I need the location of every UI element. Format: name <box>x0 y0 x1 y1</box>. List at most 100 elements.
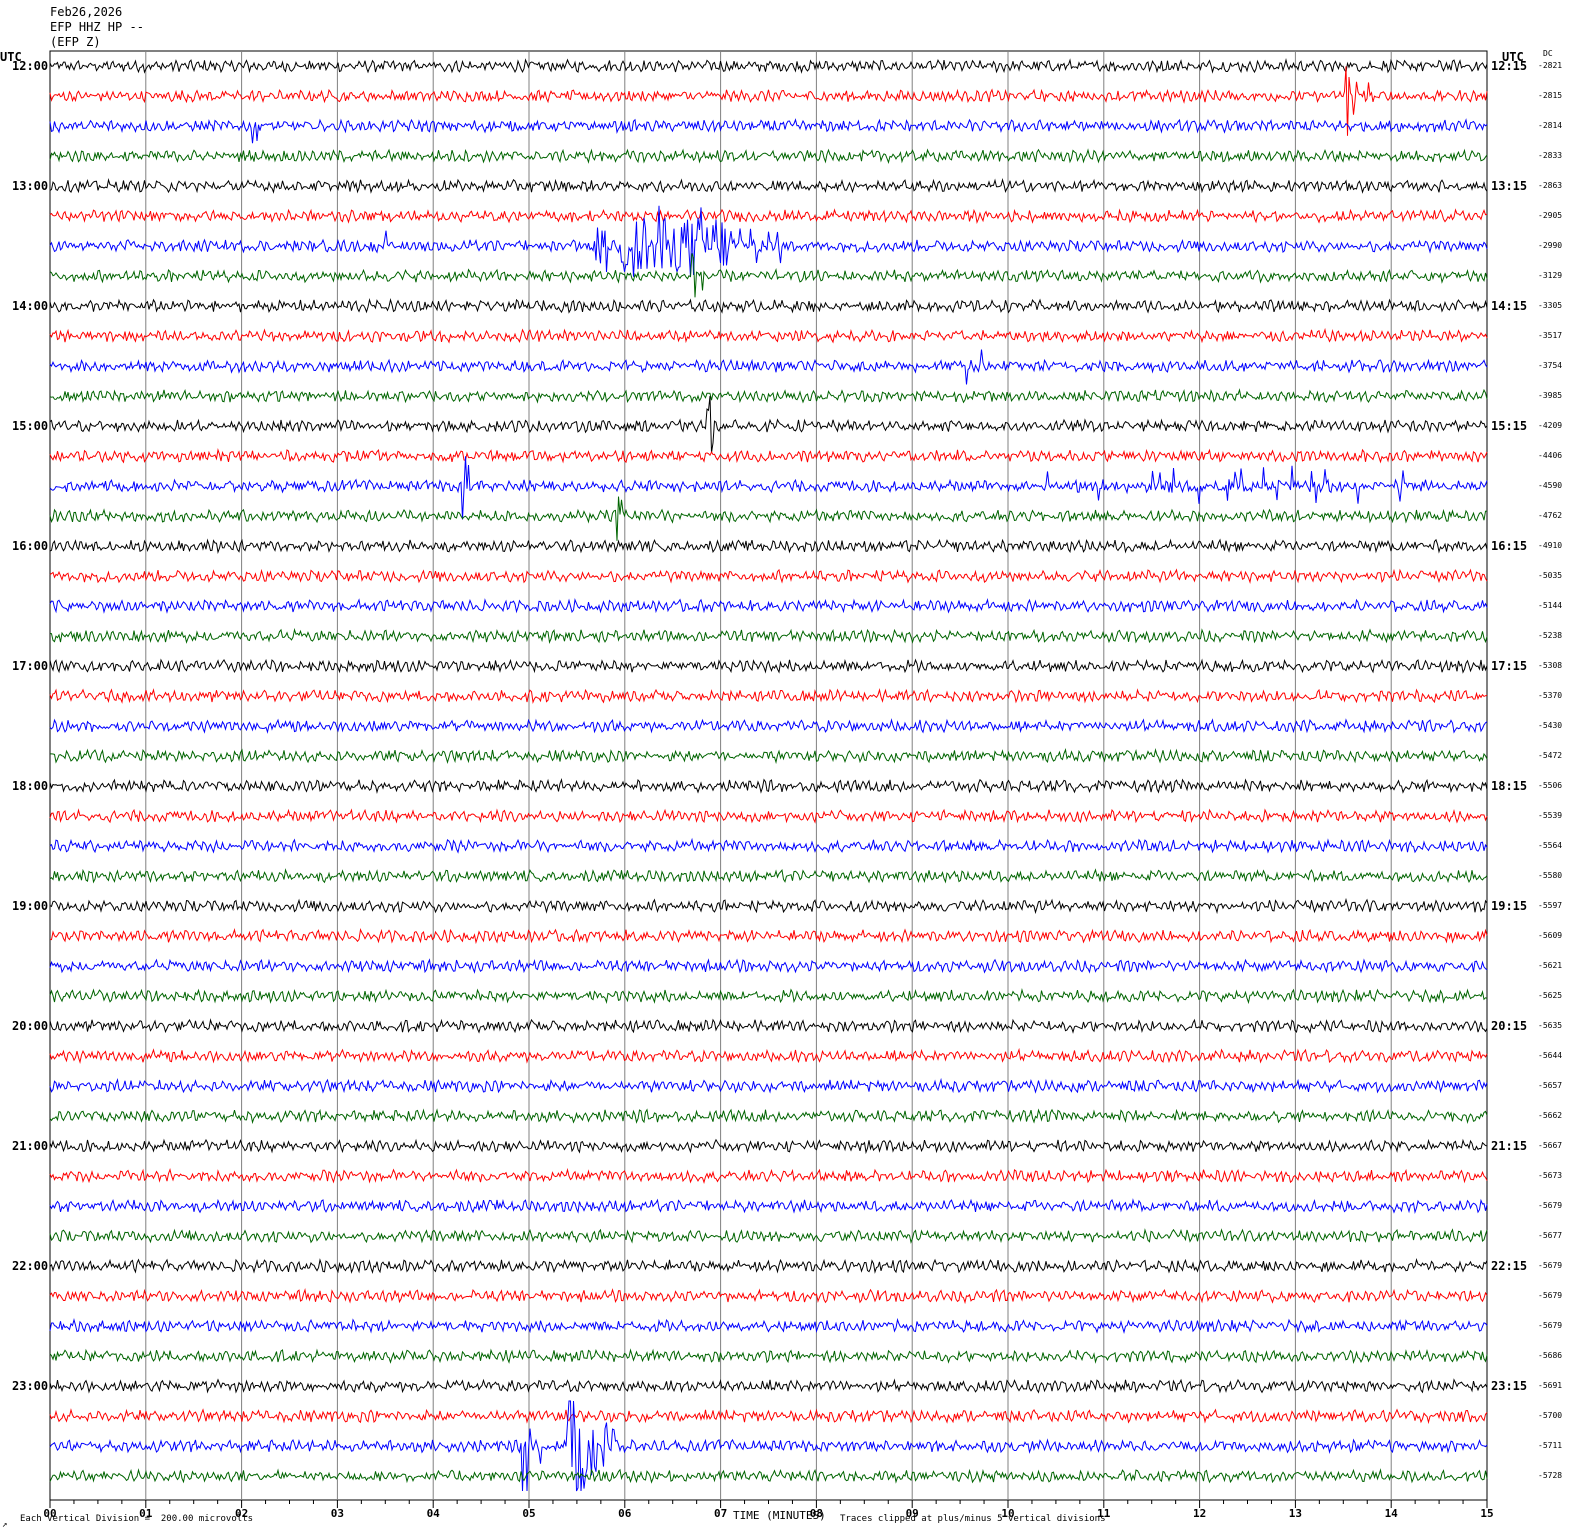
dc-offset-label: -2821 <box>1538 61 1563 70</box>
right-hour-label: 16:15 <box>1491 539 1528 553</box>
x-tick-label: 05 <box>522 1507 535 1520</box>
dc-offset-label: -5679 <box>1538 1291 1563 1300</box>
x-tick-label: 13 <box>1289 1507 1302 1520</box>
trace-line <box>49 1408 1488 1425</box>
dc-offset-label: -5539 <box>1538 811 1563 820</box>
header-station: EFP HHZ HP -- <box>50 20 144 34</box>
dc-offset-label: -2990 <box>1538 241 1563 250</box>
left-hour-label: 20:00 <box>12 1019 49 1033</box>
trace-line <box>49 688 1488 704</box>
trace-line <box>49 297 1488 314</box>
trace-line <box>49 1167 1488 1185</box>
dc-offset-label: -5621 <box>1538 961 1563 970</box>
dc-offset-label: -5308 <box>1538 661 1563 670</box>
dc-offset-label: -4590 <box>1538 481 1563 490</box>
trace-line <box>49 837 1488 854</box>
trace-line <box>49 988 1488 1005</box>
left-axis-title: UTC <box>0 50 22 64</box>
trace-line <box>49 1348 1488 1365</box>
dc-offset-label: -5609 <box>1538 931 1563 940</box>
left-hour-label: 15:00 <box>12 419 49 433</box>
trace-line <box>49 1108 1488 1125</box>
dc-offset-label: -5644 <box>1538 1051 1563 1060</box>
trace-line <box>49 597 1488 614</box>
trace-line <box>49 456 1488 520</box>
header-network: (EFP Z) <box>50 35 101 49</box>
trace-line <box>50 747 1488 765</box>
trace-line <box>49 777 1488 794</box>
right-hour-label: 20:15 <box>1491 1019 1528 1033</box>
trace-line <box>49 718 1488 734</box>
trace-line <box>49 205 1488 277</box>
dc-offset-label: -5564 <box>1538 841 1563 850</box>
x-tick-label: 15 <box>1480 1507 1493 1520</box>
dc-offset-label: -5691 <box>1538 1381 1563 1390</box>
dc-offset-label: -3517 <box>1538 331 1563 340</box>
dc-offset-label: -5711 <box>1538 1441 1563 1450</box>
trace-line <box>49 538 1488 555</box>
x-tick-label: 10 <box>1001 1507 1014 1520</box>
right-hour-label: 17:15 <box>1491 659 1528 673</box>
dc-offset-label: -5673 <box>1538 1171 1563 1180</box>
dc-offset-label: -5506 <box>1538 781 1563 790</box>
dc-offset-label: -2905 <box>1538 211 1563 220</box>
x-tick-label: 07 <box>714 1507 727 1520</box>
trace-line <box>49 1018 1488 1034</box>
dc-offset-label: -5662 <box>1538 1111 1563 1120</box>
trace-line <box>49 1378 1488 1394</box>
trace-line <box>49 627 1488 644</box>
dc-offset-label: -5679 <box>1538 1201 1563 1210</box>
trace-line <box>49 1047 1488 1065</box>
dc-offset-label: -5035 <box>1538 571 1563 580</box>
left-hour-label: 14:00 <box>12 299 49 313</box>
trace-line <box>49 1317 1488 1334</box>
trace-line <box>49 1077 1488 1094</box>
trace-line <box>49 58 1488 74</box>
dc-offset-label: -3305 <box>1538 301 1563 310</box>
right-axis-title: UTC <box>1502 50 1524 64</box>
x-tick-label: 02 <box>235 1507 248 1520</box>
trace-line <box>49 66 1488 136</box>
x-tick-label: 06 <box>618 1507 632 1520</box>
trace-line <box>49 868 1488 884</box>
dc-offset-label: -5144 <box>1538 601 1563 610</box>
corner-mark: ↗ <box>2 1520 8 1530</box>
x-tick-label: 14 <box>1385 1507 1399 1520</box>
left-hour-label: 22:00 <box>12 1259 49 1273</box>
trace-line <box>49 1400 1488 1492</box>
trace-line <box>49 496 1488 541</box>
trace-line <box>49 448 1488 464</box>
trace-line <box>49 148 1488 164</box>
left-hour-label: 17:00 <box>12 659 49 673</box>
dc-offset-label: -5679 <box>1538 1321 1563 1330</box>
trace-line <box>49 388 1488 404</box>
left-hour-label: 13:00 <box>12 179 49 193</box>
right-hour-label: 19:15 <box>1491 899 1528 913</box>
dc-offset-label: -5238 <box>1538 631 1563 640</box>
trace-line <box>49 897 1488 915</box>
trace-line <box>49 349 1488 385</box>
right-hour-label: 22:15 <box>1491 1259 1528 1273</box>
trace-line <box>49 568 1488 585</box>
x-tick-label: 08 <box>810 1507 823 1520</box>
dc-offset-label: -3985 <box>1538 391 1563 400</box>
clip-note: Traces clipped at plus/minus 5 vertical … <box>840 1514 1106 1524</box>
dc-offset-label: -2863 <box>1538 181 1563 190</box>
x-axis: 00 01 02 03 04 05 06 07 08 09 10 11 12 13 14 15 <box>43 1500 1494 1520</box>
right-hour-label: 15:15 <box>1491 419 1528 433</box>
trace-line <box>49 1258 1488 1274</box>
dc-offset-label: -2833 <box>1538 151 1563 160</box>
dc-offset-label: -5667 <box>1538 1141 1563 1150</box>
plot-frame <box>49 50 1488 1501</box>
left-hour-label: 21:00 <box>12 1139 49 1153</box>
x-tick-label: 01 <box>139 1507 153 1520</box>
dc-offset-label: -5625 <box>1538 991 1563 1000</box>
trace-line <box>49 1138 1488 1155</box>
right-hour-label: 18:15 <box>1491 779 1528 793</box>
scale-note: Each Vertical Division = 200.00 microvol… <box>20 1514 253 1524</box>
dc-title: DC <box>1543 49 1553 58</box>
trace-line <box>49 395 1488 453</box>
left-hour-label: 16:00 <box>12 539 49 553</box>
trace-lines <box>49 58 1488 1492</box>
